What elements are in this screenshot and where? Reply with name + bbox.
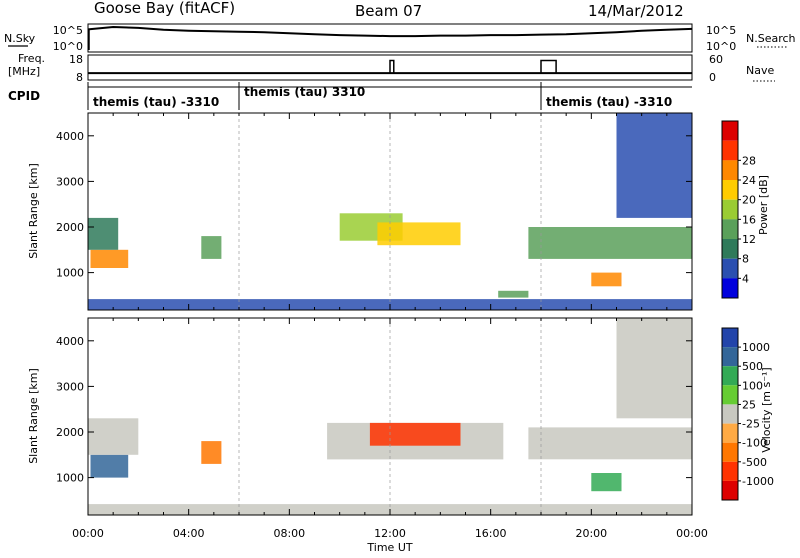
nsearch-label: N.Search bbox=[746, 32, 796, 45]
range-tick-2: 3000 bbox=[56, 175, 84, 188]
colorbar-swatch-7 bbox=[722, 461, 738, 481]
range-tick-0: 1000 bbox=[56, 472, 84, 485]
nave-spike-1 bbox=[540, 59, 557, 74]
colorbar-tick-6: 28 bbox=[742, 154, 756, 167]
range-tick-1: 2000 bbox=[56, 221, 84, 234]
scatter-region-0 bbox=[90, 249, 129, 268]
colorbar-swatch-8 bbox=[722, 278, 738, 298]
colorbar-tick-0: 1000 bbox=[742, 341, 770, 354]
colorbar-swatch-3 bbox=[722, 180, 738, 200]
velocity-colorbar-label: Velocity [m s⁻¹] bbox=[760, 367, 773, 452]
time-tick-1: 04:00 bbox=[173, 527, 205, 540]
time-tick-2: 08:00 bbox=[273, 527, 305, 540]
time-tick-5: 20:00 bbox=[575, 527, 607, 540]
colorbar-swatch-1 bbox=[722, 347, 738, 367]
colorbar-swatch-2 bbox=[722, 366, 738, 386]
colorbar-tick-3: 16 bbox=[742, 213, 756, 226]
colorbar-tick-6: -500 bbox=[742, 456, 767, 469]
time-axis-label: Time UT bbox=[366, 541, 412, 554]
power-colorbar-label: Power [dB] bbox=[757, 175, 770, 235]
range-tick-3: 4000 bbox=[56, 335, 84, 348]
colorbar-tick-1: 500 bbox=[742, 360, 763, 373]
velocity-panel: 1000 2000 3000 4000 Slant Range [km] 00:00 0… bbox=[27, 317, 708, 554]
cpid-label: CPID bbox=[8, 89, 40, 103]
colorbar-swatch-6 bbox=[722, 239, 738, 259]
colorbar-swatch-5 bbox=[722, 219, 738, 239]
noise-left-tick-top: 10^5 bbox=[53, 24, 83, 37]
colorbar-swatch-5 bbox=[722, 423, 738, 443]
noise-sky-line bbox=[87, 25, 693, 38]
scatter-region-6 bbox=[528, 227, 692, 259]
scatter-region-6 bbox=[591, 473, 622, 492]
power-colorbar: 4 8 12 16 20 24 28 bbox=[721, 120, 756, 299]
time-tick-4: 16:00 bbox=[475, 527, 507, 540]
colorbar-tick-1: 8 bbox=[742, 253, 749, 266]
scatter-region-2 bbox=[201, 236, 222, 259]
colorbar-tick-2: 12 bbox=[742, 233, 756, 246]
colorbar-swatch-1 bbox=[722, 140, 738, 161]
freq-left-tick-top: 18 bbox=[69, 53, 83, 66]
freq-left-tick-bottom: 8 bbox=[76, 71, 83, 84]
scatter-region-7 bbox=[591, 272, 622, 287]
colorbar-swatch-0 bbox=[722, 328, 738, 348]
scatter-region-1 bbox=[88, 418, 139, 455]
time-tick-6: 00:00 bbox=[676, 527, 708, 540]
colorbar-tick-4: -25 bbox=[742, 418, 760, 431]
colorbar-swatch-7 bbox=[722, 258, 738, 279]
scatter-region-0 bbox=[90, 454, 129, 478]
scatter-region-1 bbox=[88, 217, 119, 250]
colorbar-tick-7: -1000 bbox=[742, 475, 774, 488]
noise-left-tick-bottom: 10^0 bbox=[53, 40, 83, 53]
colorbar-swatch-4 bbox=[722, 199, 738, 220]
nave-spike-0 bbox=[389, 59, 395, 74]
colorbar-swatch-0 bbox=[722, 121, 738, 141]
nave-label: Nave bbox=[746, 64, 774, 77]
time-tick-3: 12:00 bbox=[374, 527, 406, 540]
velocity-colorbar: 1000 500 100 25 -25 -100 -500 -1000 bbox=[721, 327, 774, 501]
colorbar-swatch-4 bbox=[722, 404, 738, 424]
power-panel: 1000 2000 3000 4000 Slant Range [km] bbox=[27, 112, 693, 311]
cpid-segment-label-1: themis (tau) 3310 bbox=[244, 85, 365, 99]
frequency-panel: 18 8 60 0 Freq. [MHz] Nave bbox=[8, 52, 775, 84]
colorbar-tick-5: 24 bbox=[742, 174, 756, 187]
nave-right-tick-top: 60 bbox=[709, 53, 723, 66]
colorbar-tick-5: -100 bbox=[742, 437, 767, 450]
power-ylabel: Slant Range [km] bbox=[27, 163, 40, 259]
beam-title: Beam 07 bbox=[355, 2, 422, 20]
noise-right-tick-top: 10^5 bbox=[706, 24, 736, 37]
colorbar-tick-3: 25 bbox=[742, 398, 756, 411]
colorbar-swatch-3 bbox=[722, 385, 738, 405]
colorbar-tick-2: 100 bbox=[742, 379, 763, 392]
scatter-region-7 bbox=[616, 318, 692, 419]
noise-right-tick-bottom: 10^0 bbox=[706, 40, 736, 53]
station-title: Goose Bay (fitACF) bbox=[94, 0, 235, 17]
colorbar-swatch-6 bbox=[722, 442, 738, 462]
scatter-region-4 bbox=[377, 222, 461, 246]
cpid-bar: themis (tau) -3310 themis (tau) 3310 themi… bbox=[87, 82, 692, 110]
freq-label-line1: Freq. bbox=[18, 52, 45, 65]
date-title: 14/Mar/2012 bbox=[588, 2, 684, 20]
range-tick-3: 4000 bbox=[56, 130, 84, 143]
noise-panel: 10^5 10^0 10^5 10^0 N.Sky N.Search bbox=[4, 23, 796, 53]
scatter-region-5 bbox=[528, 427, 692, 460]
colorbar-tick-0: 4 bbox=[742, 272, 749, 285]
scatter-region-5 bbox=[498, 290, 529, 298]
range-tick-2: 3000 bbox=[56, 380, 84, 393]
colorbar-swatch-8 bbox=[722, 480, 738, 500]
nave-right-tick-bottom: 0 bbox=[709, 71, 716, 84]
cpid-segment-label-2: themis (tau) -3310 bbox=[546, 95, 672, 109]
colorbar-swatch-2 bbox=[722, 160, 738, 180]
cpid-segment-label-0: themis (tau) -3310 bbox=[93, 95, 219, 109]
range-tick-1: 2000 bbox=[56, 426, 84, 439]
scatter-region-2 bbox=[201, 441, 222, 464]
nsky-label: N.Sky bbox=[4, 32, 36, 45]
freq-label-line2: [MHz] bbox=[8, 65, 40, 78]
scatter-region-4 bbox=[369, 422, 461, 446]
time-tick-0: 00:00 bbox=[72, 527, 104, 540]
scatter-region-8 bbox=[616, 113, 692, 218]
velocity-ylabel: Slant Range [km] bbox=[27, 368, 40, 464]
range-tick-0: 1000 bbox=[56, 267, 84, 280]
colorbar-tick-4: 20 bbox=[742, 194, 756, 207]
